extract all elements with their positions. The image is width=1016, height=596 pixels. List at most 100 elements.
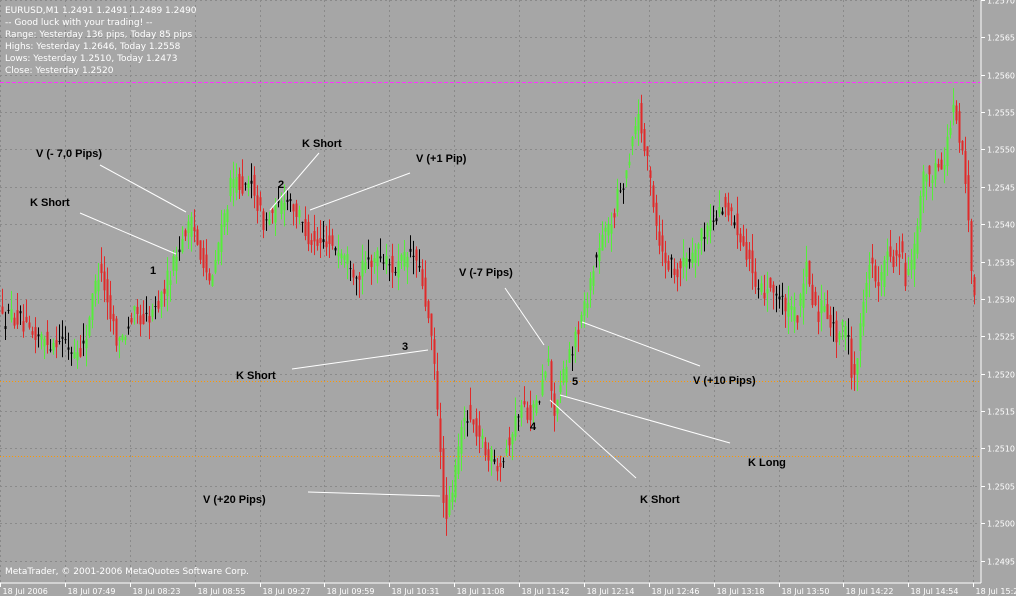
candle-body (385, 255, 388, 265)
candle-body (700, 228, 703, 241)
candle-body (352, 269, 355, 278)
candle-body (142, 313, 145, 325)
time-tick-label: 18 Jul 15:26 (976, 587, 1016, 596)
candle-body (613, 213, 616, 218)
candle-body (943, 164, 946, 170)
candle-body (157, 300, 160, 309)
candle-body (361, 260, 364, 277)
candle-body (262, 211, 265, 230)
candle-body (502, 461, 505, 463)
candle-body (211, 275, 214, 286)
candle-body (394, 271, 397, 273)
candle-body (961, 140, 964, 151)
candle-body (607, 223, 610, 236)
candle-body (724, 196, 727, 208)
time-tick-label: 18 Jul 12:14 (587, 587, 635, 596)
candle-body (397, 261, 400, 278)
candle-body (61, 336, 64, 339)
candle-body (691, 252, 694, 264)
candle-body (850, 338, 853, 378)
candle-body (403, 252, 406, 267)
candle-body (799, 294, 802, 306)
candle-body (340, 253, 343, 259)
candle-body (697, 244, 700, 249)
candle-body (802, 283, 805, 308)
candle-body (844, 326, 847, 338)
candle-body (667, 260, 670, 270)
candle-body (121, 335, 124, 340)
candle-body (106, 279, 109, 303)
candle-body (937, 163, 940, 168)
candle-body (217, 242, 220, 261)
candle-body (745, 241, 748, 260)
candle-body (727, 202, 730, 216)
annotation-line (309, 172, 411, 211)
candle-body (322, 239, 325, 243)
candle-body (379, 256, 382, 259)
annotation-label: K Short (30, 197, 70, 209)
candle-body (829, 314, 832, 328)
candle-body (91, 293, 94, 320)
price-tick-label: 1.2550 (987, 146, 1015, 155)
candle-body (649, 170, 652, 178)
candle-body (748, 249, 751, 259)
candle-body (436, 371, 439, 410)
candle-body (154, 305, 157, 307)
candle-body (415, 249, 418, 261)
time-tick-label: 18 Jul 13:50 (782, 587, 830, 596)
candle-body (181, 238, 184, 252)
candle-body (175, 256, 178, 272)
candle-body (391, 255, 394, 273)
candle-body (235, 177, 238, 193)
candle-body (769, 277, 772, 288)
candle-body (25, 316, 28, 322)
candle-body (814, 291, 817, 306)
candle-body (622, 188, 625, 190)
annotation-label: K Short (302, 138, 342, 150)
candle-body (868, 264, 871, 279)
time-tick-label: 18 Jul 12:46 (652, 587, 700, 596)
time-tick-label: 18 Jul 07:49 (68, 587, 116, 596)
candles (1, 87, 976, 536)
price-tick-label: 1.2530 (987, 296, 1015, 305)
candle-body (490, 449, 493, 462)
price-tick-label: 1.2570 (987, 0, 1015, 6)
candle-body (115, 318, 118, 346)
candle-body (265, 219, 268, 221)
candle-body (949, 128, 952, 135)
candle-body (76, 352, 79, 361)
candle-body (826, 304, 829, 320)
candle-body (304, 219, 307, 237)
candle-body (280, 200, 283, 214)
candle-body (466, 421, 469, 423)
candle-body (670, 257, 673, 260)
candle-body (457, 446, 460, 475)
candle-body (874, 265, 877, 282)
price-tick-label: 1.2560 (987, 72, 1015, 81)
annotation-label: K Short (236, 370, 276, 382)
candle-body (838, 333, 841, 340)
candle-body (331, 235, 334, 246)
candle-body (220, 224, 223, 252)
candle-body (628, 161, 631, 166)
time-tick-label: 18 Jul 08:23 (133, 587, 181, 596)
candle-body (577, 329, 580, 335)
time-tick-label: 18 Jul 09:59 (327, 587, 375, 596)
candle-body (1, 306, 4, 314)
candle-body (712, 220, 715, 222)
candle-body (880, 272, 883, 281)
candle-body (445, 494, 448, 519)
candle-body (7, 309, 10, 311)
candle-body (226, 209, 229, 223)
candle-body (610, 224, 613, 234)
candle-body (925, 174, 928, 182)
candle-body (847, 335, 850, 337)
candle-body (664, 252, 667, 264)
candle-body (499, 462, 502, 468)
candle-body (37, 334, 40, 337)
candle-body (703, 237, 706, 239)
candle-body (112, 313, 115, 322)
candle-body (481, 435, 484, 439)
time-tick-label: 18 Jul 11:08 (457, 587, 505, 596)
